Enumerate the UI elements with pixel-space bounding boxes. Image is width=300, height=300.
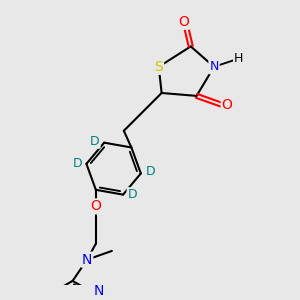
Text: N: N xyxy=(93,284,104,298)
Text: N: N xyxy=(82,253,92,267)
Text: O: O xyxy=(178,15,189,29)
Text: O: O xyxy=(90,200,101,213)
Text: D: D xyxy=(72,157,82,170)
Text: D: D xyxy=(90,135,100,148)
Text: O: O xyxy=(222,98,232,112)
Text: D: D xyxy=(128,188,137,201)
Text: N: N xyxy=(209,60,219,73)
Text: H: H xyxy=(234,52,243,64)
Text: S: S xyxy=(154,60,163,74)
Text: D: D xyxy=(145,166,155,178)
